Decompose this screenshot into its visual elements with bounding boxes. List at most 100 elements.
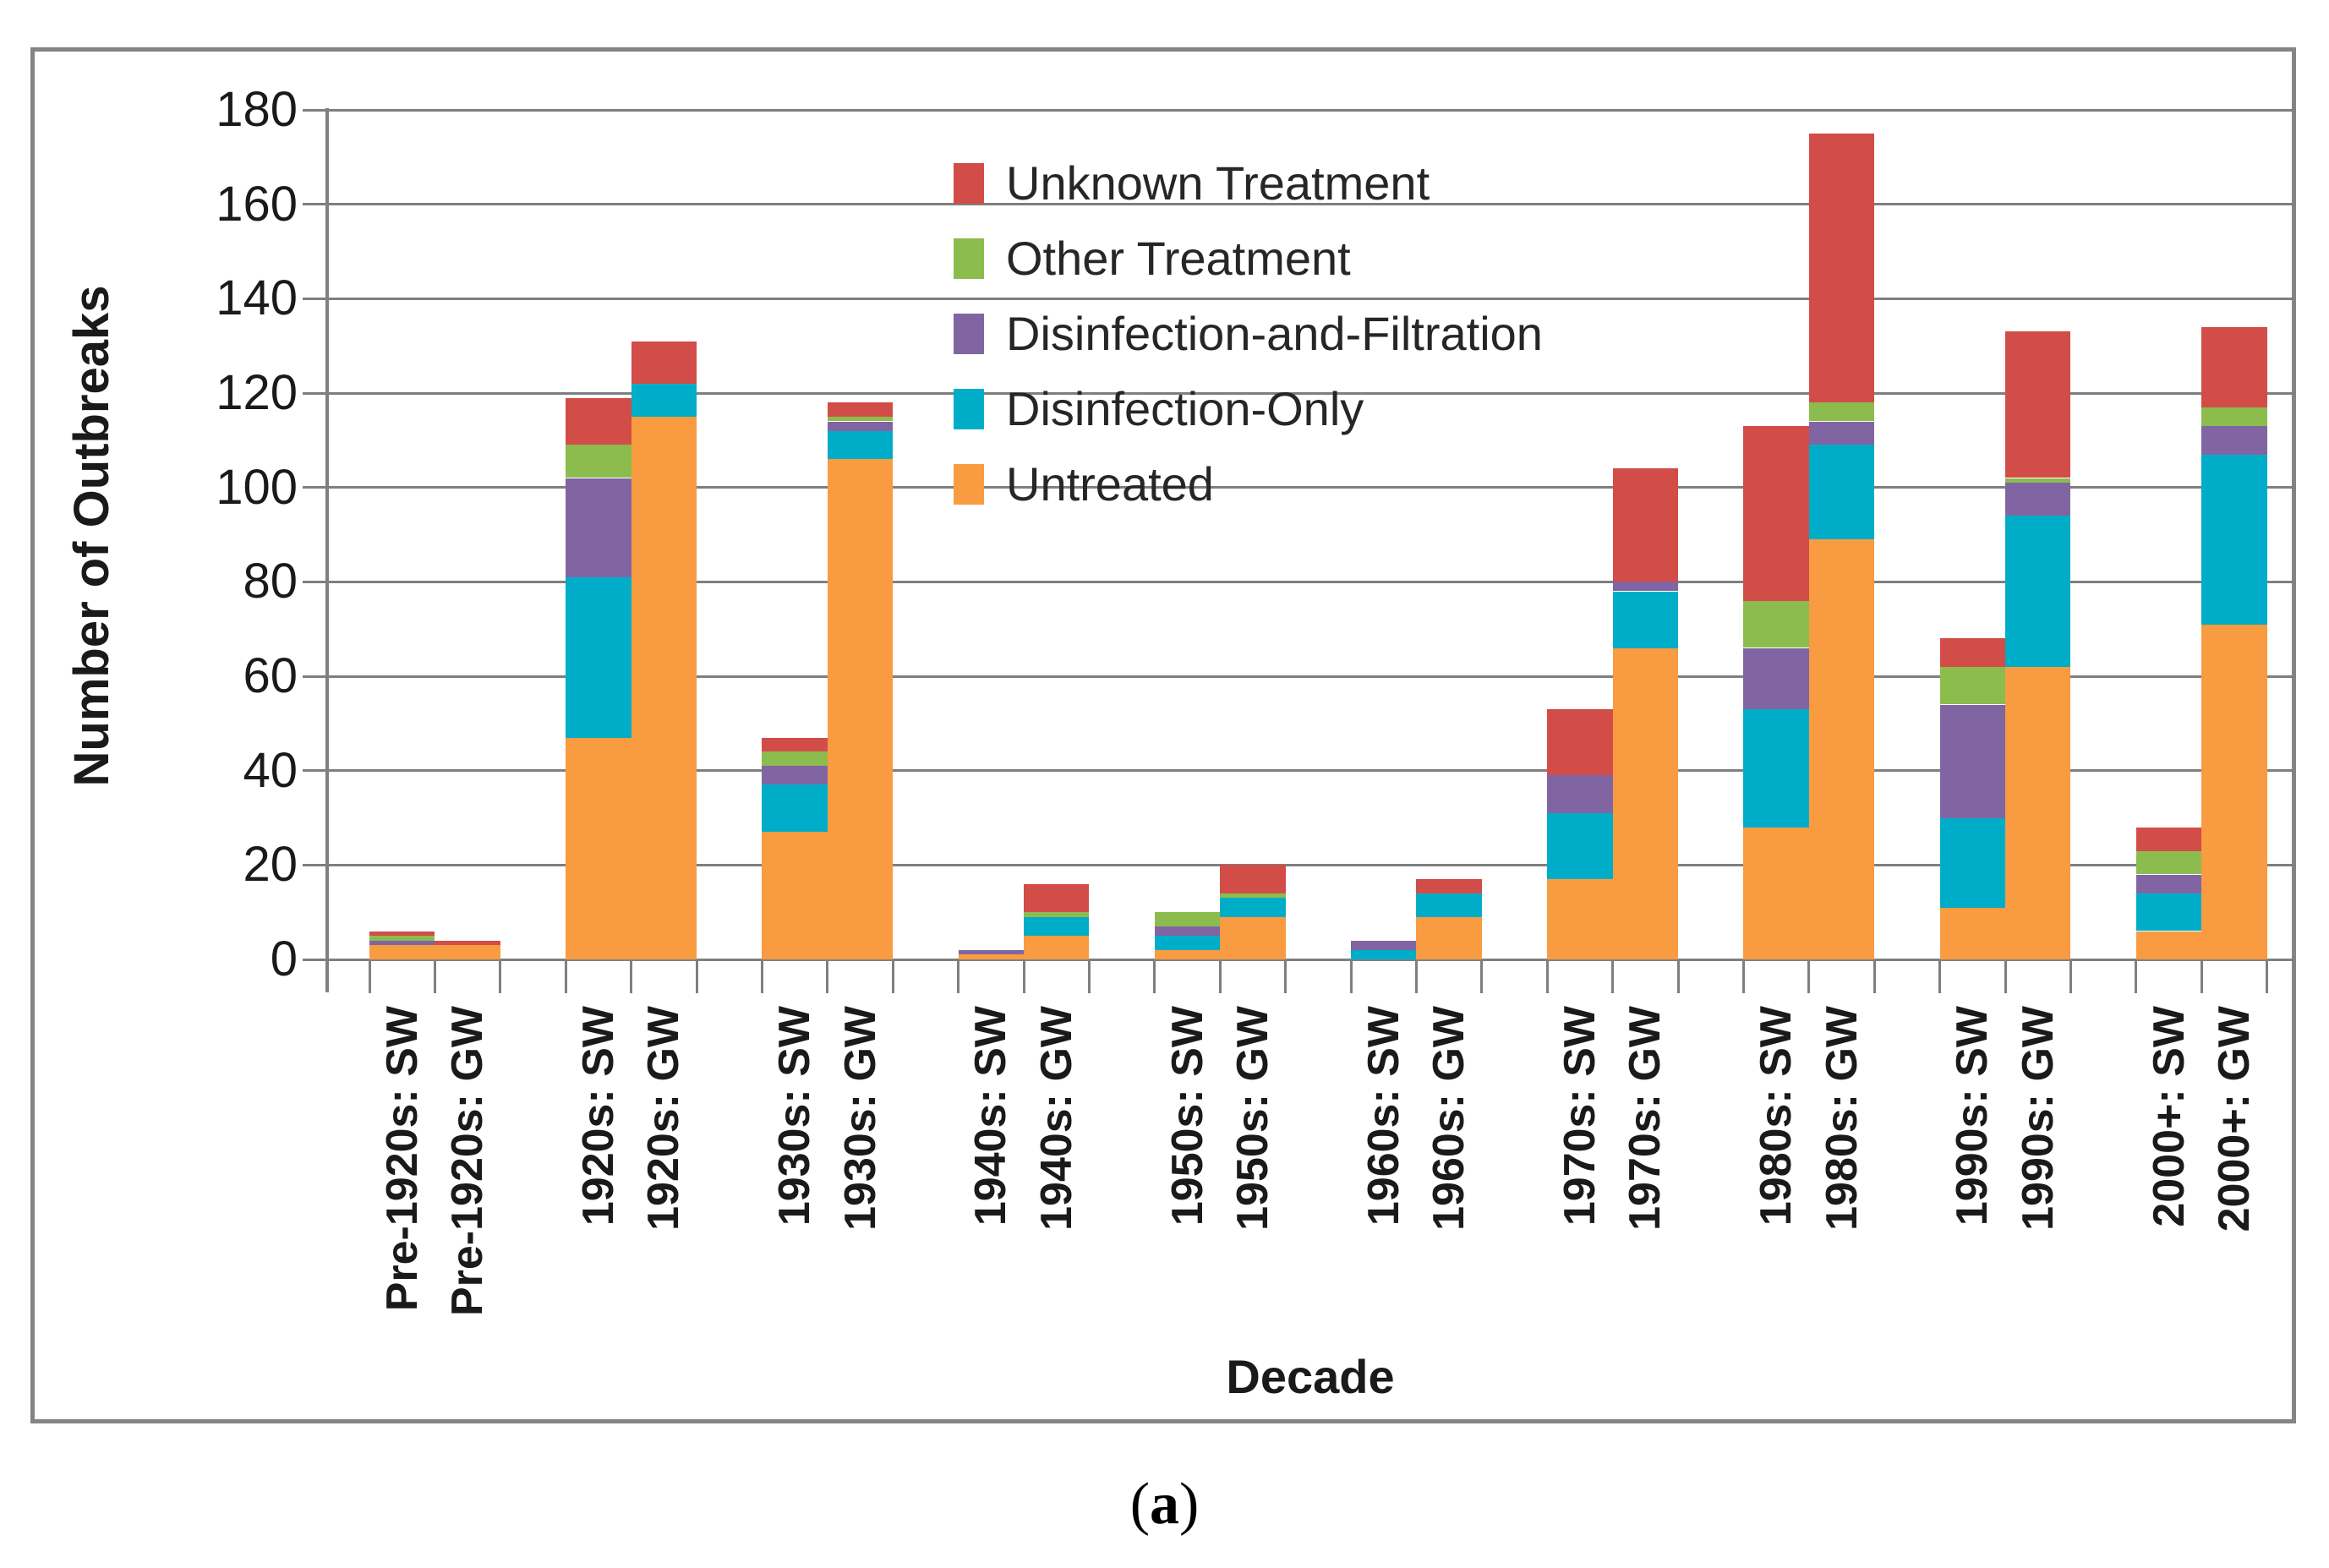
bar-segment-other-treatment-1930s-sw bbox=[762, 751, 828, 767]
bar-segment-disinfection-only-1960s-gw bbox=[1416, 893, 1482, 917]
bar-segment-untreated-pre-1920s-sw bbox=[369, 945, 435, 959]
x-category-label-1980s-sw: 1980s: SW bbox=[1752, 1006, 1801, 1227]
bar-segment-untreated-1940s-gw bbox=[1024, 936, 1090, 959]
x-axis-tick bbox=[1022, 959, 1025, 993]
x-axis-tick bbox=[2004, 959, 2007, 993]
x-category-label-1930s-sw: 1930s: SW bbox=[770, 1006, 820, 1227]
bar-segment-unknown-treatment-2000-gw bbox=[2201, 326, 2267, 407]
gridline-y-0 bbox=[303, 958, 2295, 961]
x-axis-tick bbox=[957, 959, 960, 993]
gridline-y-60 bbox=[303, 675, 2295, 678]
y-tick-label-60: 60 bbox=[243, 648, 298, 703]
bar-segment-disinfection-and-filtration-pre-1920s-sw bbox=[369, 940, 435, 946]
chart-legend: Unknown Treatment Other Treatment Disinf… bbox=[954, 145, 1543, 522]
legend-item-disinfection-only: Disinfection-Only bbox=[954, 371, 1543, 446]
bar-segment-other-treatment-2000-gw bbox=[2201, 407, 2267, 427]
x-axis-tick bbox=[630, 959, 633, 993]
bar-segment-disinfection-only-1920s-gw bbox=[631, 383, 697, 417]
bar-segment-other-treatment-1980s-sw bbox=[1743, 600, 1809, 648]
y-tick-label-180: 180 bbox=[216, 82, 298, 137]
y-tick-label-120: 120 bbox=[216, 365, 298, 420]
y-axis-title: Number of Outbreaks bbox=[64, 285, 119, 787]
legend-label: Disinfection-Only bbox=[1006, 382, 1364, 435]
legend-item-unknown-treatment: Unknown Treatment bbox=[954, 145, 1543, 221]
bar-segment-unknown-treatment-2000-sw bbox=[2135, 827, 2202, 851]
x-axis-tick bbox=[1087, 959, 1091, 993]
x-category-label-1930s-gw: 1930s: GW bbox=[835, 1006, 885, 1231]
y-tick-label-20: 20 bbox=[243, 837, 298, 893]
x-axis-tick bbox=[2266, 959, 2269, 993]
bar-segment-untreated-1980s-gw bbox=[1808, 539, 1875, 959]
bar-segment-untreated-1980s-sw bbox=[1743, 827, 1809, 959]
bar-segment-disinfection-and-filtration-2000-sw bbox=[2135, 874, 2202, 893]
bar-segment-unknown-treatment-1970s-gw bbox=[1612, 468, 1678, 582]
bar-segment-other-treatment-1990s-sw bbox=[1939, 666, 2005, 705]
bar-segment-other-treatment-1980s-gw bbox=[1808, 402, 1875, 422]
bar-segment-disinfection-only-1940s-gw bbox=[1024, 916, 1090, 937]
bar-segment-unknown-treatment-1990s-gw bbox=[2005, 331, 2071, 478]
bar-segment-unknown-treatment-1920s-sw bbox=[566, 397, 631, 445]
bar-segment-disinfection-and-filtration-2000-gw bbox=[2201, 426, 2267, 455]
legend-label: Unknown Treatment bbox=[1006, 156, 1430, 210]
x-axis-tick bbox=[368, 959, 371, 993]
x-axis-tick bbox=[2135, 959, 2138, 993]
x-axis-tick bbox=[499, 959, 502, 993]
bar-segment-unknown-treatment-1990s-sw bbox=[1939, 638, 2005, 667]
bar-segment-disinfection-only-1950s-gw bbox=[1220, 898, 1286, 917]
bar-segment-untreated-1970s-sw bbox=[1547, 879, 1613, 959]
x-axis-tick bbox=[760, 959, 763, 993]
x-axis-tick bbox=[1480, 959, 1484, 993]
bar-segment-unknown-treatment-1940s-gw bbox=[1024, 883, 1090, 913]
bar-segment-other-treatment-pre-1920s-sw bbox=[369, 936, 435, 941]
bar-segment-disinfection-only-1990s-gw bbox=[2005, 516, 2071, 667]
bar-segment-disinfection-only-1970s-sw bbox=[1547, 812, 1613, 880]
bar-segment-disinfection-and-filtration-1930s-sw bbox=[762, 766, 828, 785]
x-axis-tick bbox=[564, 959, 567, 993]
x-category-label-1990s-sw: 1990s: SW bbox=[1948, 1006, 1998, 1227]
bar-segment-untreated-pre-1920s-gw bbox=[435, 945, 500, 959]
bar-segment-untreated-1990s-sw bbox=[1939, 907, 2005, 959]
y-tick-label-0: 0 bbox=[270, 932, 298, 986]
x-category-label-1940s-sw: 1940s: SW bbox=[966, 1006, 1016, 1227]
gridline-y-100 bbox=[303, 486, 2295, 489]
y-tick-label-80: 80 bbox=[243, 554, 298, 609]
bar-segment-disinfection-and-filtration-1970s-sw bbox=[1547, 775, 1613, 813]
bar-segment-other-treatment-1920s-sw bbox=[566, 445, 631, 478]
legend-item-disinfection-and-filtration: Disinfection-and-Filtration bbox=[954, 296, 1543, 371]
bar-segment-untreated-2000-gw bbox=[2201, 624, 2267, 959]
x-category-label-pre-1920s-sw: Pre-1920s: SW bbox=[377, 1006, 427, 1312]
legend-swatch-orange-icon bbox=[954, 463, 984, 505]
x-category-label-1970s-sw: 1970s: SW bbox=[1555, 1006, 1605, 1227]
bar-segment-disinfection-only-2000-gw bbox=[2201, 454, 2267, 625]
bar-segment-other-treatment-1990s-gw bbox=[2005, 478, 2071, 484]
bar-segment-disinfection-and-filtration-1940s-sw bbox=[958, 949, 1024, 955]
gridline-y-140 bbox=[303, 297, 2295, 300]
x-category-label-2000-gw: 2000+: GW bbox=[2209, 1006, 2259, 1232]
x-category-label-pre-1920s-gw: Pre-1920s: GW bbox=[443, 1006, 493, 1317]
bar-segment-unknown-treatment-1980s-gw bbox=[1808, 133, 1875, 403]
legend-item-untreated: Untreated bbox=[954, 446, 1543, 522]
legend-label: Disinfection-and-Filtration bbox=[1006, 307, 1543, 360]
bar-segment-disinfection-only-1980s-sw bbox=[1743, 709, 1809, 828]
bar-segment-unknown-treatment-pre-1920s-gw bbox=[435, 940, 500, 946]
bar-segment-disinfection-only-1970s-gw bbox=[1612, 591, 1678, 648]
bar-segment-unknown-treatment-1970s-sw bbox=[1547, 709, 1613, 776]
bar-segment-disinfection-and-filtration-1970s-gw bbox=[1612, 582, 1678, 592]
bar-segment-other-treatment-1950s-sw bbox=[1154, 912, 1221, 926]
gridline-y-80 bbox=[303, 580, 2295, 583]
y-axis-line bbox=[325, 108, 329, 992]
x-axis-tick bbox=[1611, 959, 1615, 993]
bar-segment-disinfection-and-filtration-1990s-sw bbox=[1939, 704, 2005, 818]
caption-letter: a bbox=[1150, 1472, 1179, 1537]
gridline-y-160 bbox=[303, 203, 2295, 206]
bar-segment-other-treatment-1930s-gw bbox=[827, 416, 894, 422]
bar-segment-unknown-treatment-1930s-sw bbox=[762, 737, 828, 752]
bar-segment-unknown-treatment-1920s-gw bbox=[631, 341, 697, 384]
bar-segment-disinfection-and-filtration-1960s-sw bbox=[1351, 940, 1417, 950]
bar-segment-disinfection-only-1960s-sw bbox=[1351, 949, 1417, 959]
bar-segment-unknown-treatment-1930s-gw bbox=[827, 402, 894, 417]
gridline-y-120 bbox=[303, 391, 2295, 395]
x-category-label-1920s-gw: 1920s: GW bbox=[639, 1006, 689, 1231]
bar-segment-untreated-1950s-gw bbox=[1220, 916, 1286, 959]
